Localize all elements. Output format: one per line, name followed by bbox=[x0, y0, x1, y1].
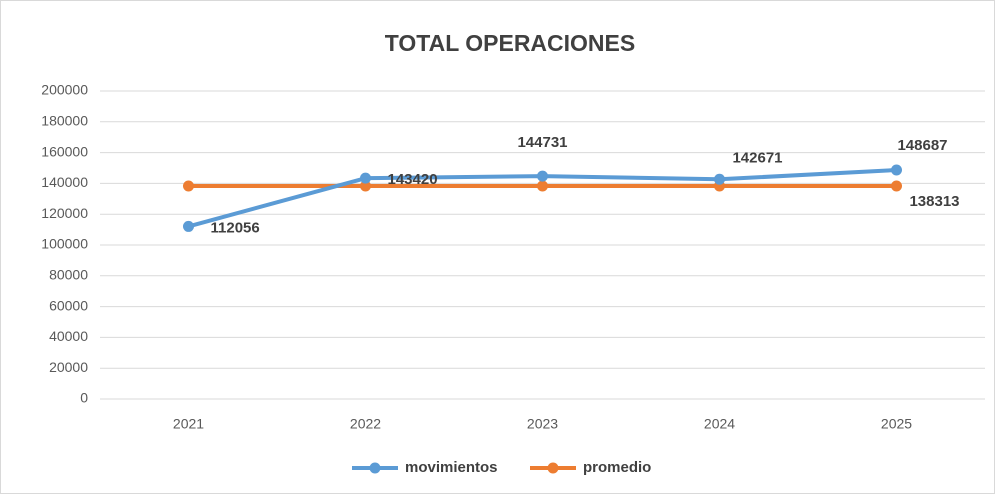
y-tick-label: 0 bbox=[80, 390, 88, 406]
x-tick-label: 2022 bbox=[350, 416, 381, 432]
chart-title: TOTAL OPERACIONES bbox=[385, 30, 635, 56]
legend-marker bbox=[547, 462, 559, 474]
legend-label: movimientos bbox=[405, 459, 498, 476]
y-tick-label: 40000 bbox=[49, 328, 88, 344]
marker bbox=[891, 180, 902, 192]
data-label: 144731 bbox=[517, 134, 567, 151]
marker bbox=[360, 172, 371, 184]
y-tick-label: 140000 bbox=[41, 174, 88, 190]
data-label: 148687 bbox=[897, 137, 947, 154]
x-tick-label: 2021 bbox=[173, 416, 204, 432]
x-tick-label: 2024 bbox=[704, 416, 735, 432]
x-tick-label: 2023 bbox=[527, 416, 558, 432]
y-tick-label: 180000 bbox=[41, 113, 88, 129]
marker bbox=[714, 173, 725, 185]
y-tick-label: 120000 bbox=[41, 205, 88, 221]
y-tick-label: 80000 bbox=[49, 267, 88, 283]
marker bbox=[183, 220, 194, 232]
legend-marker bbox=[369, 462, 381, 474]
legend-label: promedio bbox=[583, 459, 651, 476]
marker bbox=[183, 180, 194, 192]
marker bbox=[537, 170, 548, 182]
data-label: 138313 bbox=[909, 193, 959, 210]
data-label: 143420 bbox=[388, 171, 438, 188]
y-tick-label: 100000 bbox=[41, 236, 88, 252]
y-tick-label: 20000 bbox=[49, 359, 88, 375]
data-label: 112056 bbox=[211, 219, 260, 236]
marker bbox=[360, 180, 371, 192]
y-tick-label: 60000 bbox=[49, 297, 88, 313]
y-tick-label: 160000 bbox=[41, 143, 88, 159]
y-tick-label: 200000 bbox=[41, 82, 88, 98]
marker bbox=[891, 164, 902, 176]
marker bbox=[537, 180, 548, 192]
data-label: 142671 bbox=[732, 149, 782, 166]
x-tick-label: 2025 bbox=[881, 416, 912, 432]
